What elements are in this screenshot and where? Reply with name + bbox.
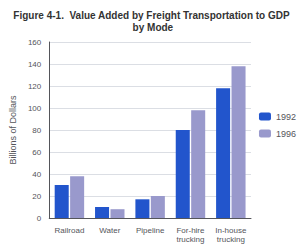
svg-text:100: 100 [28, 104, 42, 113]
svg-text:60: 60 [32, 148, 41, 157]
svg-text:20: 20 [32, 192, 41, 201]
svg-text:For-hire: For-hire [176, 226, 205, 235]
svg-text:Pipeline: Pipeline [136, 226, 165, 235]
svg-text:0: 0 [37, 214, 42, 223]
svg-text:1996: 1996 [276, 129, 296, 139]
svg-text:trucking: trucking [217, 235, 245, 244]
svg-text:120: 120 [28, 82, 42, 91]
svg-text:Figure 4-1. Value Added by Fr: Figure 4-1. Value Added by Freight Trans… [13, 10, 290, 21]
svg-text:80: 80 [32, 126, 41, 135]
svg-text:by Mode: by Mode [130, 22, 174, 33]
svg-text:Billions of Dollars: Billions of Dollars [8, 95, 18, 165]
svg-text:In-house: In-house [215, 226, 247, 235]
svg-text:Water: Water [99, 226, 120, 235]
svg-text:40: 40 [32, 170, 41, 179]
svg-text:1992: 1992 [276, 112, 296, 122]
svg-text:140: 140 [28, 60, 42, 69]
svg-text:Railroad: Railroad [55, 226, 85, 235]
svg-text:trucking: trucking [176, 235, 204, 244]
svg-text:160: 160 [28, 38, 42, 47]
